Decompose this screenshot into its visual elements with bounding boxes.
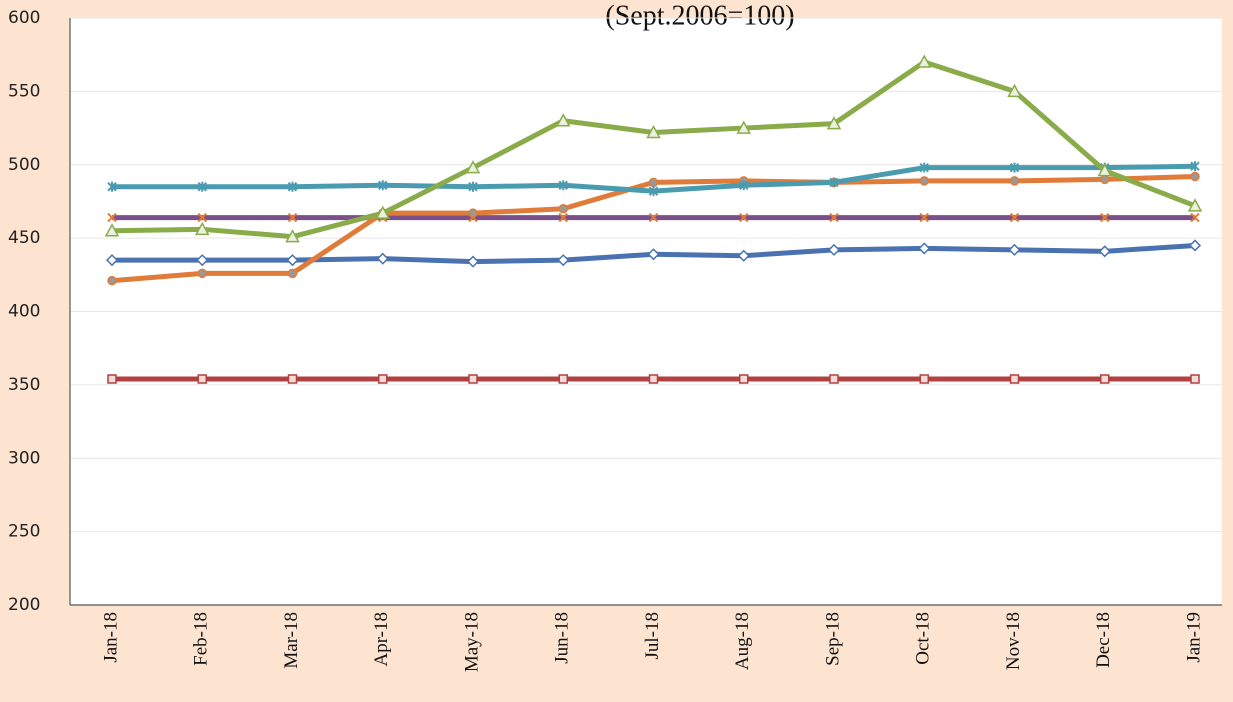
marker (107, 374, 117, 384)
x-tick-label: May-18 (461, 612, 482, 672)
marker (648, 186, 659, 197)
marker (829, 374, 839, 384)
y-tick-label: 500 (8, 155, 40, 175)
marker (1009, 162, 1020, 173)
chart-subtitle: (Sept.2006=100) (605, 0, 794, 31)
marker (558, 374, 568, 384)
marker (468, 374, 478, 384)
marker (829, 212, 839, 223)
marker (107, 212, 117, 223)
x-tick-label: Apr-18 (371, 612, 392, 667)
marker (558, 212, 568, 223)
y-tick-label: 200 (8, 595, 40, 615)
marker (287, 181, 298, 192)
marker (376, 252, 389, 265)
marker (557, 254, 570, 267)
marker (378, 374, 388, 384)
marker (1190, 161, 1200, 172)
marker (1008, 243, 1021, 256)
marker (739, 374, 749, 384)
marker (919, 374, 929, 384)
marker (1190, 212, 1200, 223)
marker (107, 275, 117, 286)
x-tick-label: Jul-18 (642, 612, 663, 660)
x-tick-label: Dec-18 (1093, 612, 1114, 668)
marker (287, 212, 298, 223)
x-tick-label: Nov-18 (1003, 612, 1024, 670)
marker (1097, 163, 1113, 177)
x-tick-label: Sep-18 (822, 612, 843, 666)
marker (555, 113, 571, 127)
marker (827, 243, 841, 256)
marker (1009, 212, 1020, 223)
marker (375, 205, 391, 219)
marker (739, 212, 749, 223)
x-tick-label: Jan-19 (1183, 612, 1204, 663)
marker (919, 162, 929, 173)
marker (646, 124, 661, 139)
marker (196, 254, 209, 267)
marker (736, 120, 752, 134)
marker (647, 248, 660, 261)
marker (1098, 245, 1111, 258)
y-tick-label: 400 (8, 302, 40, 322)
y-tick-label: 250 (8, 522, 40, 542)
marker (648, 177, 659, 188)
x-tick-label: Aug-18 (732, 612, 753, 670)
y-tick-label: 450 (8, 228, 40, 248)
marker (287, 374, 298, 384)
marker (287, 268, 298, 279)
x-tick-label: Oct-18 (913, 612, 934, 665)
marker (465, 160, 481, 174)
marker (197, 181, 207, 192)
marker (466, 255, 480, 268)
marker (197, 268, 207, 279)
marker (468, 208, 478, 218)
marker (1100, 174, 1110, 185)
marker (737, 249, 750, 262)
marker (1100, 212, 1110, 223)
y-tick-label: 350 (8, 375, 40, 395)
marker (285, 229, 300, 243)
marker (739, 180, 749, 191)
y-tick-label: 600 (8, 8, 40, 28)
x-tick-label: Mar-18 (281, 612, 302, 669)
marker (378, 180, 388, 191)
marker (826, 116, 842, 130)
marker (1100, 374, 1110, 384)
marker (1009, 374, 1020, 384)
marker (1188, 239, 1202, 252)
marker (468, 181, 478, 192)
marker (558, 204, 568, 214)
marker (648, 212, 659, 223)
x-tick-label: Jan-18 (100, 612, 121, 663)
marker (916, 54, 932, 68)
x-tick-label: Feb-18 (191, 612, 212, 666)
marker (104, 223, 120, 237)
y-tick-label: 300 (8, 448, 40, 468)
marker (919, 212, 929, 223)
marker (919, 176, 929, 186)
marker (918, 242, 931, 255)
marker (197, 212, 207, 223)
marker (1190, 374, 1200, 384)
marker (648, 374, 659, 384)
marker (829, 177, 839, 188)
marker (1187, 198, 1203, 212)
x-tick-label: Jun-18 (552, 612, 573, 664)
marker (107, 181, 117, 192)
marker (558, 180, 568, 191)
marker (105, 254, 119, 267)
marker (1009, 176, 1020, 186)
marker (1007, 83, 1022, 98)
marker (1190, 171, 1200, 182)
marker (194, 221, 210, 236)
marker (197, 374, 207, 384)
marker (286, 254, 299, 267)
y-tick-label: 550 (8, 81, 40, 101)
